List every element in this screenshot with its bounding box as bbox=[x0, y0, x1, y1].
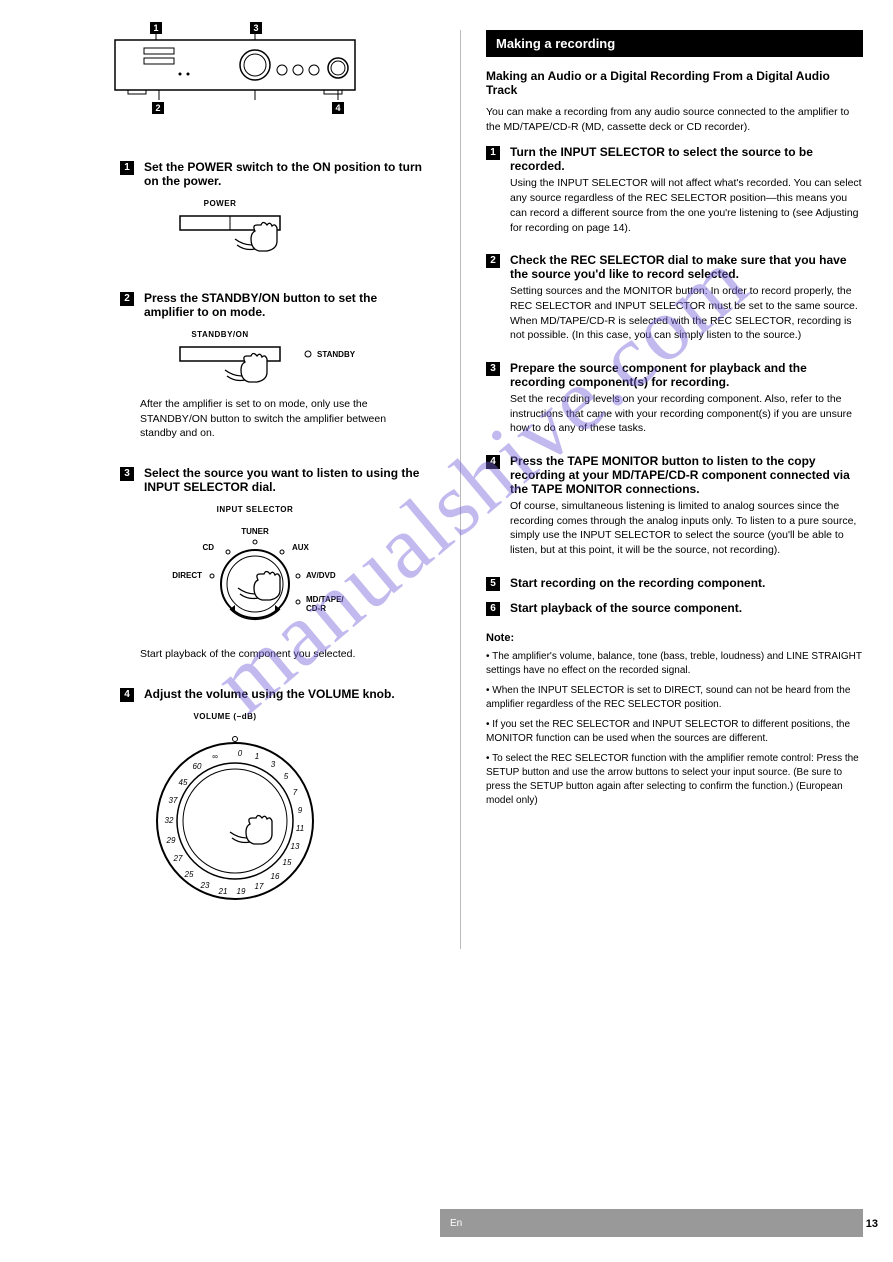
svg-text:45: 45 bbox=[179, 778, 188, 787]
note-3: • If you set the REC SELECTOR and INPUT … bbox=[486, 718, 863, 746]
step-marker: 4 bbox=[120, 688, 134, 702]
callout-4: 4 bbox=[332, 102, 344, 114]
svg-text:17: 17 bbox=[255, 882, 264, 891]
callout-3: 3 bbox=[250, 22, 262, 34]
svg-text:∞: ∞ bbox=[212, 752, 218, 761]
step-title: Adjust the volume using the VOLUME knob. bbox=[144, 687, 430, 701]
right-step-5: 5 Start recording on the recording compo… bbox=[486, 576, 863, 593]
svg-text:37: 37 bbox=[169, 796, 178, 805]
power-button-diagram: POWER bbox=[160, 199, 430, 266]
svg-text:60: 60 bbox=[193, 762, 202, 771]
footer-bar: En bbox=[440, 1209, 863, 1237]
note-1: • The amplifier's volume, balance, tone … bbox=[486, 650, 863, 678]
footer-lang: En bbox=[450, 1218, 462, 1229]
step-marker: 3 bbox=[486, 362, 500, 376]
left-step-1: 1 Set the POWER switch to the ON positio… bbox=[120, 160, 430, 191]
svg-text:AV/DVD: AV/DVD bbox=[306, 571, 336, 580]
right-step-6: 6 Start playback of the source component… bbox=[486, 601, 863, 618]
step-title: Turn the INPUT SELECTOR to select the so… bbox=[510, 145, 863, 173]
input-selector-label: INPUT SELECTOR bbox=[140, 505, 370, 514]
standby-button-diagram: STANDBY/ON STANDBY After the amplifier i… bbox=[160, 330, 430, 441]
svg-text:27: 27 bbox=[173, 854, 183, 863]
step-marker: 4 bbox=[486, 455, 500, 469]
right-step-2: 2 Check the REC SELECTOR dial to make su… bbox=[486, 253, 863, 343]
right-step-4: 4 Press the TAPE MONITOR button to liste… bbox=[486, 454, 863, 558]
volume-label: VOLUME (−dB) bbox=[125, 712, 325, 721]
left-column: 1 3 bbox=[30, 30, 430, 949]
step-title: Press the STANDBY/ON button to set the a… bbox=[144, 291, 430, 319]
step-title: Start recording on the recording compone… bbox=[510, 576, 863, 590]
step-title: Set the POWER switch to the ON position … bbox=[144, 160, 430, 188]
step-marker: 2 bbox=[486, 254, 500, 268]
step-title: Check the REC SELECTOR dial to make sure… bbox=[510, 253, 863, 281]
amplifier-diagram: 1 3 bbox=[110, 30, 360, 100]
svg-text:25: 25 bbox=[184, 870, 194, 879]
svg-text:AUX: AUX bbox=[292, 543, 310, 552]
step-marker: 3 bbox=[120, 467, 134, 481]
svg-text:13: 13 bbox=[291, 842, 300, 851]
step-title: Start playback of the source component. bbox=[510, 601, 863, 615]
step-marker: 1 bbox=[486, 146, 500, 160]
left-step-4: 4 Adjust the volume using the VOLUME kno… bbox=[120, 687, 430, 704]
svg-text:7: 7 bbox=[293, 788, 298, 797]
svg-text:DIRECT: DIRECT bbox=[172, 571, 202, 580]
step-marker: 6 bbox=[486, 602, 500, 616]
input-selector-icon: TUNER CD AUX DIRECT AV/DVD MD/TAPE/ CD-R bbox=[140, 514, 370, 644]
standby-label: STANDBY/ON bbox=[160, 330, 280, 339]
volume-knob-icon: ∞ 60 45 37 32 29 27 25 23 21 19 17 16 15… bbox=[125, 721, 355, 921]
svg-text:5: 5 bbox=[284, 772, 289, 781]
page-number: 13 bbox=[866, 1218, 878, 1230]
power-label: POWER bbox=[160, 199, 280, 208]
step-text: Start playback of the component you sele… bbox=[140, 647, 370, 662]
volume-knob-diagram: VOLUME (−dB) ∞ 60 45 37 32 29 27 25 23 bbox=[125, 712, 430, 924]
svg-text:3: 3 bbox=[271, 760, 276, 769]
step-marker: 1 bbox=[120, 161, 134, 175]
right-column: Making a recording Making an Audio or a … bbox=[460, 30, 863, 949]
step-marker: 5 bbox=[486, 577, 500, 591]
svg-text:23: 23 bbox=[200, 881, 210, 890]
left-step-2: 2 Press the STANDBY/ON button to set the… bbox=[120, 291, 430, 322]
svg-text:TUNER: TUNER bbox=[241, 527, 269, 536]
svg-text:0: 0 bbox=[238, 749, 243, 758]
svg-text:32: 32 bbox=[165, 816, 174, 825]
svg-text:16: 16 bbox=[271, 872, 280, 881]
svg-text:CD: CD bbox=[202, 543, 214, 552]
track-section-title: Making an Audio or a Digital Recording F… bbox=[486, 69, 863, 97]
step-title: Select the source you want to listen to … bbox=[144, 466, 430, 494]
step-title: Press the TAPE MONITOR button to listen … bbox=[510, 454, 863, 496]
svg-text:11: 11 bbox=[296, 824, 304, 833]
step-text: Of course, simultaneous listening is lim… bbox=[510, 499, 863, 558]
amplifier-icon bbox=[110, 30, 360, 100]
svg-text:CD-R: CD-R bbox=[306, 604, 326, 613]
step-title: Prepare the source component for playbac… bbox=[510, 361, 863, 389]
power-button-icon bbox=[160, 208, 330, 263]
step-text: Setting sources and the MONITOR button: … bbox=[510, 284, 863, 343]
svg-text:9: 9 bbox=[298, 806, 303, 815]
svg-text:29: 29 bbox=[166, 836, 176, 845]
step-text: Set the recording levels on your recordi… bbox=[510, 392, 863, 436]
svg-text:MD/TAPE/: MD/TAPE/ bbox=[306, 595, 344, 604]
note-4: • To select the REC SELECTOR function wi… bbox=[486, 752, 863, 808]
svg-text:1: 1 bbox=[255, 752, 259, 761]
input-selector-diagram: INPUT SELECTOR TUNER CD AUX DIRECT AV/DV… bbox=[140, 505, 370, 662]
step-text: Using the INPUT SELECTOR will not affect… bbox=[510, 176, 863, 235]
svg-text:15: 15 bbox=[283, 858, 292, 867]
intro-text: You can make a recording from any audio … bbox=[486, 105, 863, 135]
svg-text:21: 21 bbox=[218, 887, 228, 896]
note-2: • When the INPUT SELECTOR is set to DIRE… bbox=[486, 684, 863, 712]
callout-1: 1 bbox=[150, 22, 162, 34]
left-step-3: 3 Select the source you want to listen t… bbox=[120, 466, 430, 497]
page-container: 1 3 bbox=[0, 0, 893, 979]
callout-2: 2 bbox=[152, 102, 164, 114]
right-step-3: 3 Prepare the source component for playb… bbox=[486, 361, 863, 436]
notes-heading: Note: bbox=[486, 632, 863, 644]
standby-indicator-label: STANDBY bbox=[317, 350, 356, 359]
section-header-bar: Making a recording bbox=[486, 30, 863, 57]
right-step-1: 1 Turn the INPUT SELECTOR to select the … bbox=[486, 145, 863, 235]
step-text: After the amplifier is set to on mode, o… bbox=[140, 397, 400, 441]
step-marker: 2 bbox=[120, 292, 134, 306]
standby-button-icon: STANDBY bbox=[160, 339, 380, 394]
svg-text:19: 19 bbox=[237, 887, 246, 896]
